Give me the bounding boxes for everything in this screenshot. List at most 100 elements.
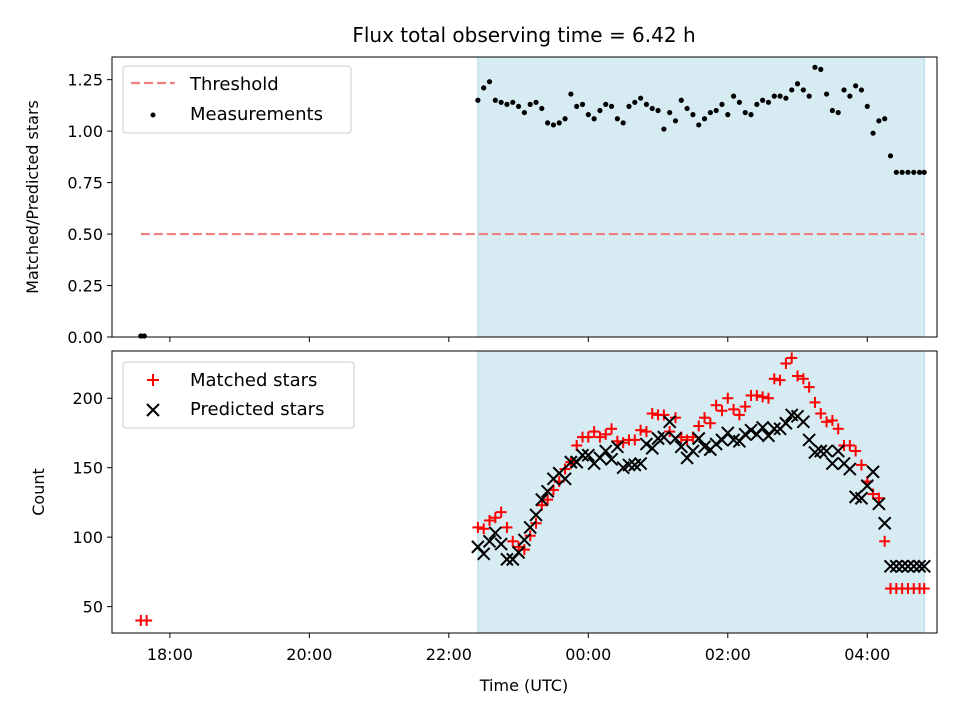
top-x-ticks xyxy=(169,337,868,342)
legend-predicted-label: Predicted stars xyxy=(190,399,324,420)
measurement-point xyxy=(550,122,557,128)
measurement-point xyxy=(533,99,539,105)
measurement-point xyxy=(899,169,905,175)
measurement-point xyxy=(521,109,527,116)
matched-star-point xyxy=(640,426,652,438)
predicted-star-point xyxy=(709,437,723,451)
matched-star-point xyxy=(855,459,867,471)
predicted-star-point xyxy=(912,559,927,574)
top-y-tick-label: 0.50 xyxy=(67,225,103,244)
matched-star-point xyxy=(757,391,769,403)
predicted-star-point xyxy=(633,456,648,471)
matched-star-point xyxy=(832,423,844,435)
bottom-series-group xyxy=(135,352,931,626)
matched-star-point xyxy=(484,514,496,526)
predicted-star-point xyxy=(738,427,752,442)
x-tick-label: 18:00 xyxy=(147,645,193,664)
matched-star-point xyxy=(762,392,774,404)
measurement-point xyxy=(574,103,580,110)
predicted-star-point xyxy=(604,452,619,467)
measurement-point xyxy=(141,333,147,339)
measurement-point xyxy=(882,116,888,122)
predicted-star-point xyxy=(831,444,845,458)
matched-star-point xyxy=(918,583,930,595)
measurement-point xyxy=(568,91,574,97)
predicted-star-point xyxy=(779,416,793,430)
predicted-star-point xyxy=(668,431,683,446)
predicted-star-point xyxy=(866,465,880,479)
predicted-star-point xyxy=(523,520,537,535)
matched-star-point xyxy=(786,352,798,364)
matched-star-point xyxy=(844,439,856,451)
predicted-star-point xyxy=(692,431,706,446)
predicted-star-point xyxy=(802,433,816,447)
predicted-star-point xyxy=(877,516,892,530)
measurement-point xyxy=(614,116,620,122)
matched-star-point xyxy=(513,541,525,553)
measurement-point xyxy=(492,97,498,103)
predicted-star-point xyxy=(482,534,497,549)
bottom-panel: 50 100 150 200 18:00 20:00 22:00 00:00 02:00 04:… xyxy=(29,350,938,695)
matched-star-point xyxy=(751,389,763,401)
measurement-point xyxy=(754,101,760,107)
measurement-point xyxy=(539,105,545,112)
measurement-point xyxy=(481,85,487,91)
matched-star-point xyxy=(524,530,536,542)
measurement-point xyxy=(858,87,865,93)
measurement-point xyxy=(794,81,801,87)
measurement-point xyxy=(632,99,638,105)
predicted-star-point xyxy=(610,440,625,454)
predicted-star-point xyxy=(767,422,781,436)
measurement-point xyxy=(876,118,882,124)
measurement-point xyxy=(649,105,655,112)
measurement-point xyxy=(829,107,835,114)
predicted-star-point xyxy=(895,559,909,574)
measurement-point xyxy=(841,87,847,93)
predicted-star-point xyxy=(529,508,543,522)
predicted-star-point xyxy=(622,458,636,472)
measurement-point xyxy=(672,118,679,124)
predicted-star-point xyxy=(755,420,770,435)
measurement-point xyxy=(771,93,777,99)
matched-star-point xyxy=(768,373,780,385)
matched-star-point xyxy=(850,445,862,457)
measurement-point xyxy=(835,109,841,116)
matched-star-point xyxy=(588,426,600,438)
measurement-point xyxy=(585,112,591,118)
predicted-star-point xyxy=(825,456,840,471)
predicted-star-point xyxy=(796,415,811,429)
measurement-point xyxy=(498,99,504,105)
top-legend: Threshold Measurements xyxy=(122,65,352,134)
measurement-point xyxy=(806,93,812,99)
top-y-ticks: 0.00 0.25 0.50 0.75 1.00 1.25 xyxy=(67,71,112,347)
top-y-tick-label: 0.25 xyxy=(67,277,103,296)
measurement-point xyxy=(725,112,731,118)
predicted-star-point xyxy=(819,444,834,458)
matched-star-point xyxy=(780,358,792,370)
measurement-point xyxy=(911,169,917,175)
matched-star-point xyxy=(542,494,554,506)
predicted-star-point xyxy=(639,437,654,451)
measurement-point xyxy=(823,91,830,97)
bottom-panel-frame xyxy=(111,350,938,634)
measurement-point xyxy=(678,97,684,103)
matched-star-point xyxy=(606,423,618,435)
top-y-tick-label: 1.00 xyxy=(67,122,103,141)
matched-star-point xyxy=(699,412,711,424)
predicted-star-point xyxy=(843,462,857,476)
matched-star-point xyxy=(710,399,722,411)
measurement-point xyxy=(905,169,911,175)
measurement-point xyxy=(870,130,876,136)
matched-star-point xyxy=(733,409,745,421)
measurement-point xyxy=(713,107,719,114)
matched-star-point xyxy=(559,463,571,475)
measurement-point xyxy=(515,103,522,110)
measurement-point xyxy=(504,101,510,107)
measurement-point xyxy=(475,97,481,103)
measurement-point xyxy=(608,103,615,110)
top-y-tick-label: 1.25 xyxy=(67,71,103,90)
bottom-legend: Matched stars Predicted stars xyxy=(122,361,355,429)
x-tick-label: 22:00 xyxy=(426,645,472,664)
measurement-point xyxy=(556,120,562,126)
predicted-star-point xyxy=(917,559,931,574)
